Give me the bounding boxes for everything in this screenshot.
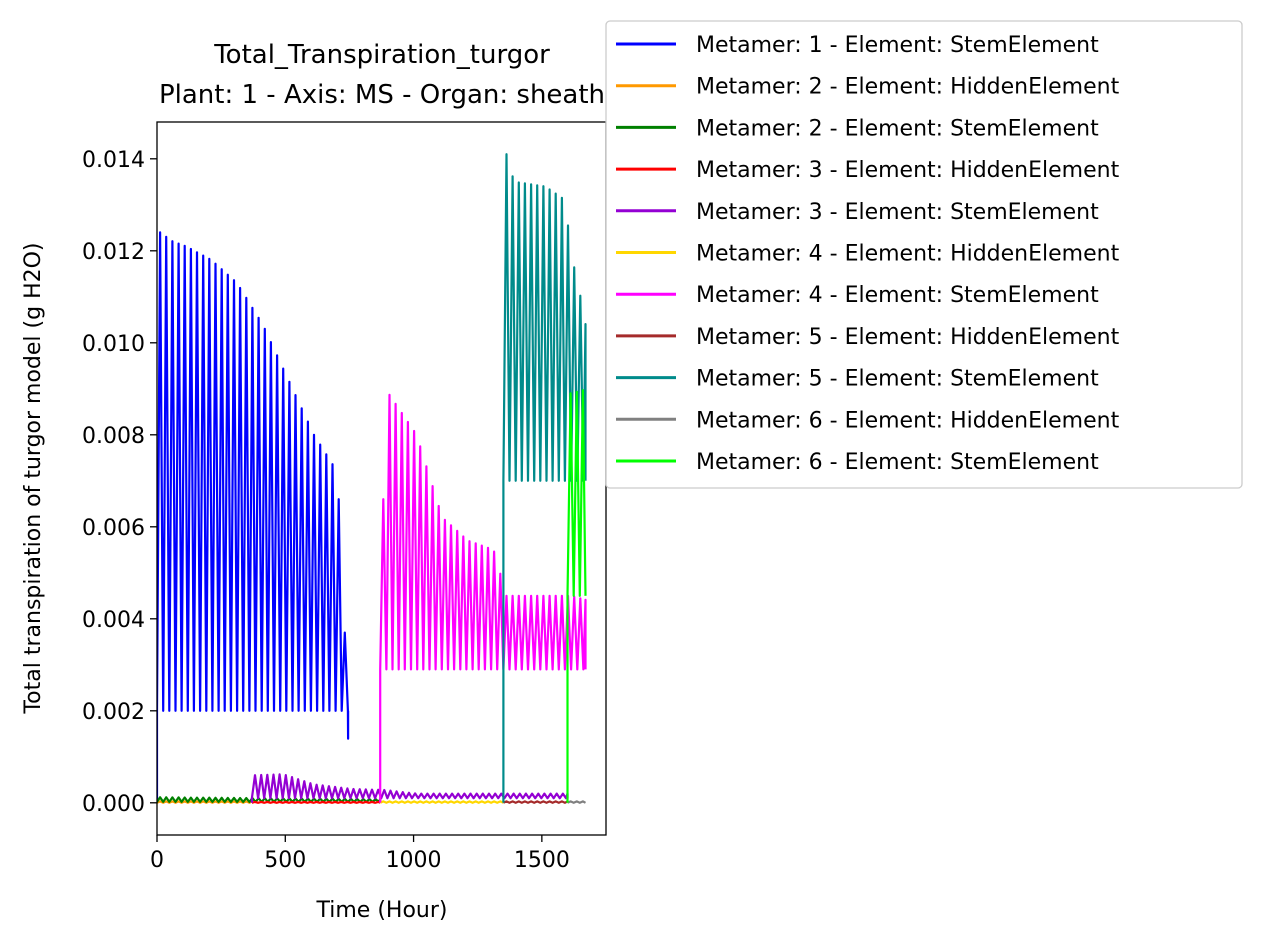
y-axis-ticks: 0.000 0.002 0.004 0.006 0.008 0.010 0.012 0.014 bbox=[82, 148, 157, 817]
legend-entry-1: Metamer: 1 - Element: StemElement bbox=[696, 33, 1099, 58]
y-tick-label: 0.008 bbox=[82, 424, 145, 449]
plot-area bbox=[157, 153, 587, 804]
y-tick-label: 0.004 bbox=[82, 608, 145, 633]
series-line-7 bbox=[379, 393, 587, 803]
legend: Metamer: 1 - Element: StemElement Metamer… bbox=[605, 20, 1243, 489]
legend-entry-10: Metamer: 6 - Element: HiddenElement bbox=[696, 408, 1120, 433]
legend-entry-3: Metamer: 2 - Element: StemElement bbox=[696, 116, 1099, 141]
x-axis-ticks: 0 500 1000 1500 bbox=[150, 835, 570, 873]
x-tick-label: 500 bbox=[264, 848, 306, 873]
legend-entry-6: Metamer: 4 - Element: HiddenElement bbox=[696, 242, 1120, 267]
legend-entry-9: Metamer: 5 - Element: StemElement bbox=[696, 367, 1099, 392]
legend-entry-7: Metamer: 4 - Element: StemElement bbox=[696, 283, 1099, 308]
x-tick-label: 1500 bbox=[514, 848, 570, 873]
legend-entry-8: Metamer: 5 - Element: HiddenElement bbox=[696, 325, 1120, 350]
legend-box bbox=[605, 20, 1243, 489]
y-tick-label: 0.010 bbox=[82, 332, 145, 357]
x-tick-label: 1000 bbox=[386, 848, 442, 873]
series-line-6 bbox=[379, 800, 504, 804]
y-tick-label: 0.002 bbox=[82, 700, 145, 725]
y-tick-label: 0.006 bbox=[82, 516, 145, 541]
series-line-11 bbox=[566, 389, 587, 803]
chart-title: Total_Transpiration_turgor bbox=[213, 40, 550, 70]
y-tick-label: 0.000 bbox=[82, 792, 145, 817]
x-tick-label: 0 bbox=[150, 848, 164, 873]
series-line-9 bbox=[502, 153, 587, 803]
y-axis-label: Total transpiration of turgor model (g H… bbox=[21, 242, 46, 714]
legend-entry-2: Metamer: 2 - Element: HiddenElement bbox=[696, 75, 1120, 100]
y-tick-label: 0.014 bbox=[82, 148, 145, 173]
series-line-5 bbox=[250, 773, 569, 803]
series-line-1 bbox=[157, 231, 350, 803]
y-tick-label: 0.012 bbox=[82, 240, 145, 265]
legend-entry-4: Metamer: 3 - Element: HiddenElement bbox=[696, 158, 1120, 183]
series-line-8 bbox=[502, 800, 569, 804]
chart-subtitle: Plant: 1 - Axis: MS - Organ: sheath bbox=[159, 80, 605, 110]
series-line-3 bbox=[157, 796, 382, 803]
x-axis-label: Time (Hour) bbox=[316, 898, 448, 923]
series-line-10 bbox=[567, 800, 587, 804]
legend-entry-5: Metamer: 3 - Element: StemElement bbox=[696, 200, 1099, 225]
series-line-4 bbox=[251, 800, 381, 804]
chart-title-group: Total_Transpiration_turgor Plant: 1 - Ax… bbox=[159, 40, 605, 110]
legend-entry-11: Metamer: 6 - Element: StemElement bbox=[696, 450, 1099, 475]
